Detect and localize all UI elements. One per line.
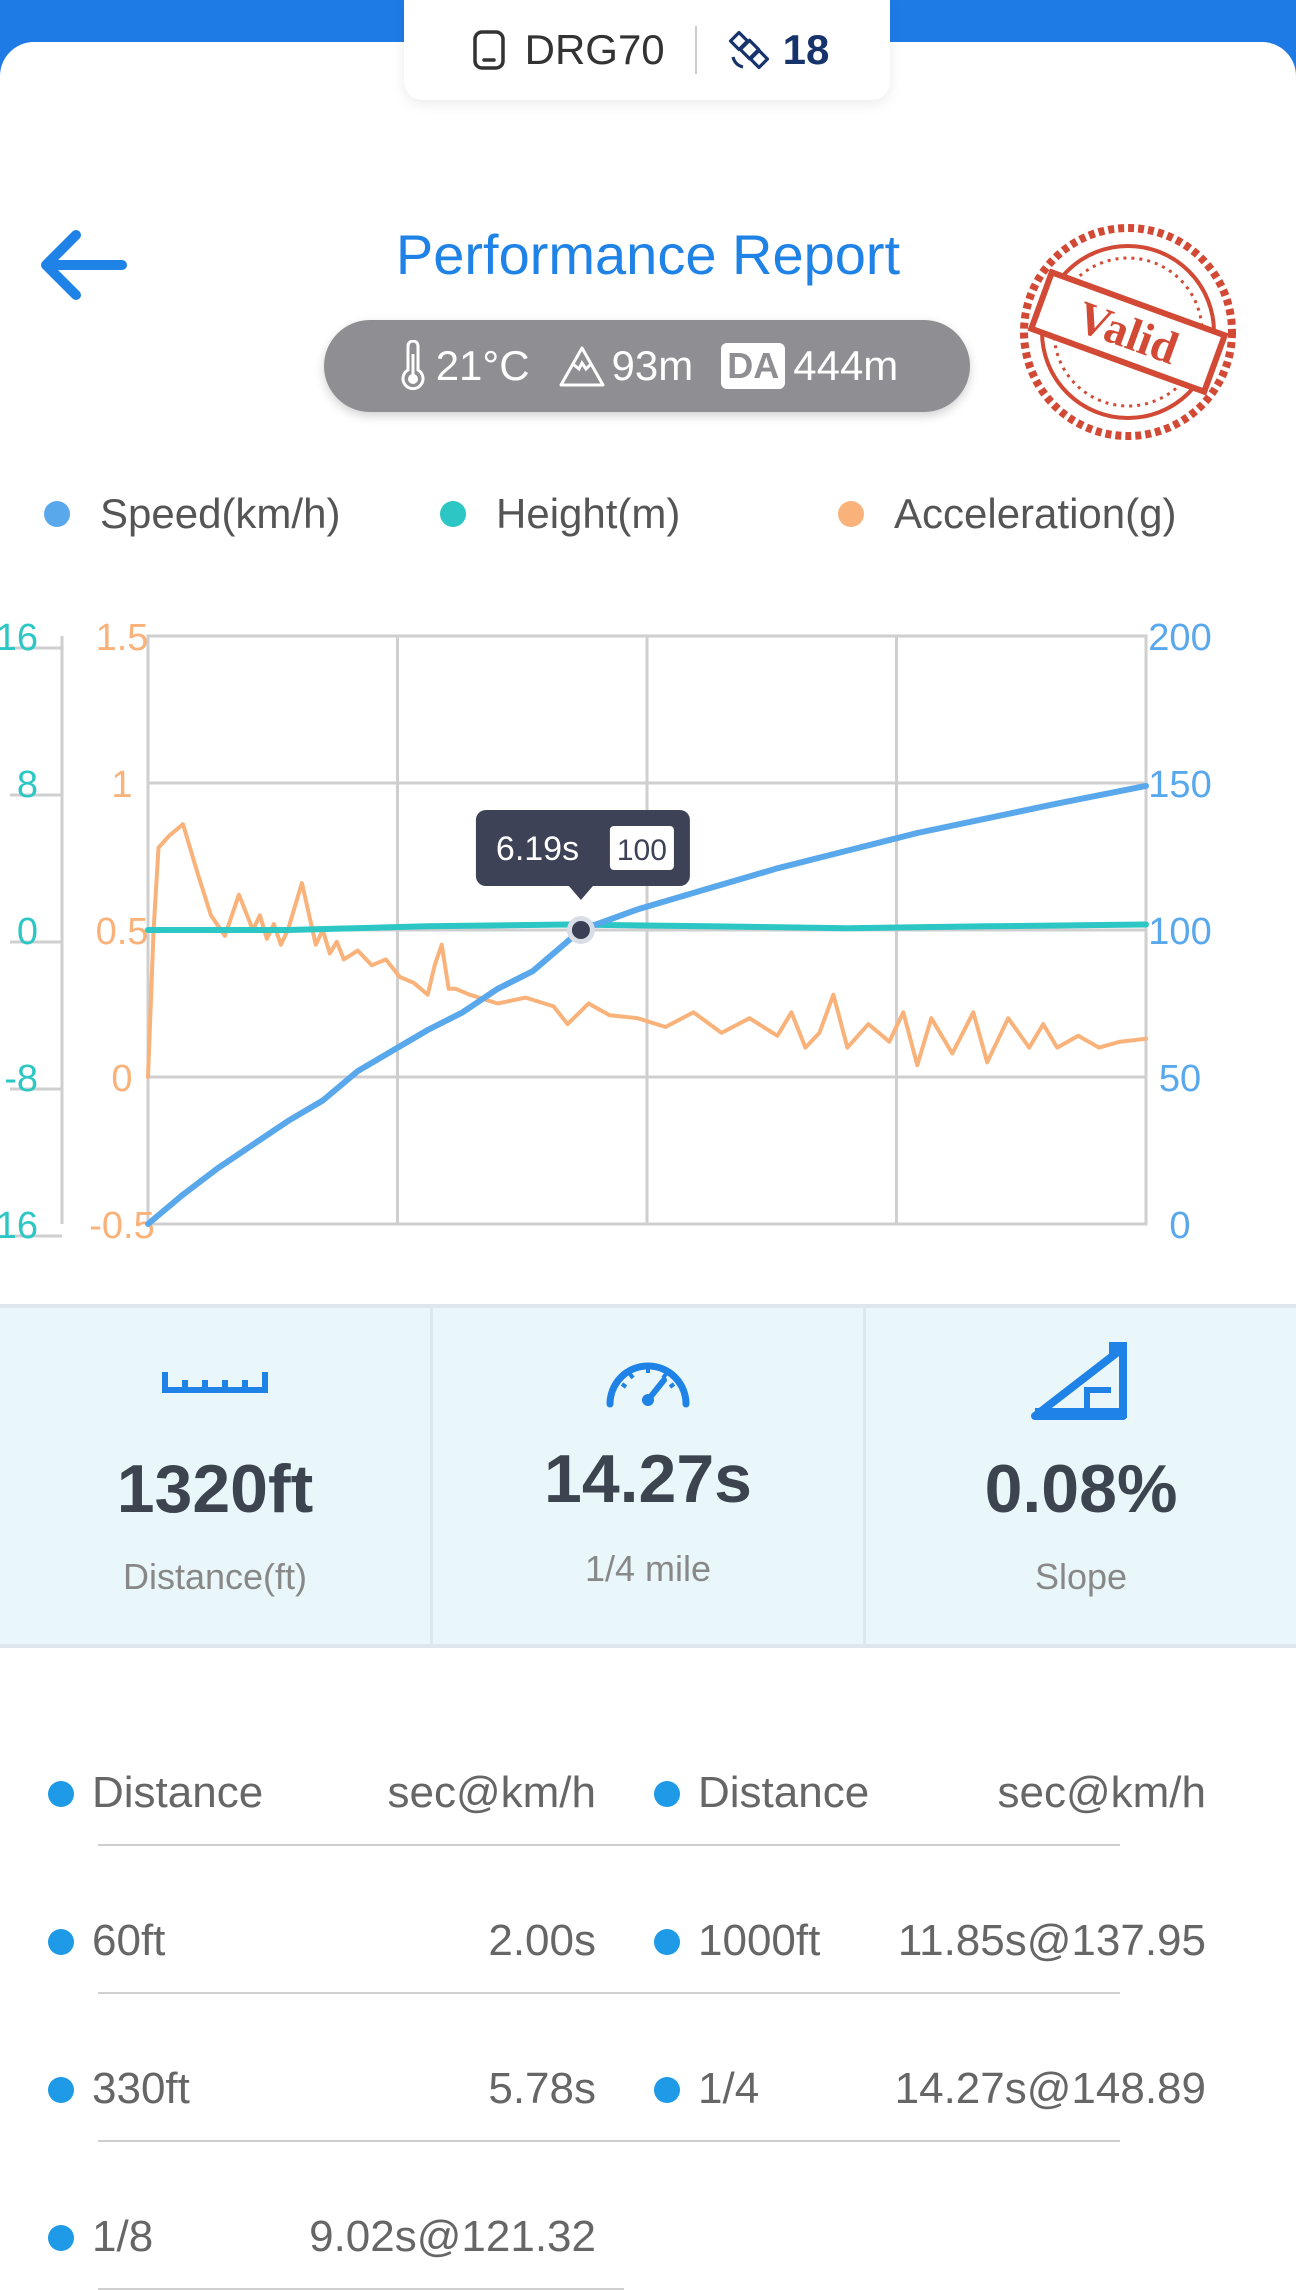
stat-quarter-mile: 14.27s 1/4 mile bbox=[430, 1308, 863, 1644]
split-value: 11.85s@137.95 bbox=[897, 1916, 1206, 1965]
tooltip-marker bbox=[571, 921, 590, 939]
speed-tick-label: 0 bbox=[1169, 1205, 1190, 1247]
split-label: 60ft bbox=[92, 1916, 166, 1965]
chart-legend: Speed(km/h) Height(m) Acceleration(g) bbox=[0, 490, 1296, 550]
legend-height[interactable]: Height(m) bbox=[440, 490, 680, 538]
legend-label-speed: Speed(km/h) bbox=[100, 490, 341, 537]
acceleration-tick-label: 0.5 bbox=[96, 911, 149, 953]
bullet-dot bbox=[48, 2077, 74, 2103]
bullet-dot bbox=[654, 2077, 680, 2103]
thermometer-icon bbox=[401, 340, 425, 391]
bullet-dot bbox=[48, 2225, 74, 2251]
row-divider bbox=[98, 1844, 1120, 1846]
back-arrow-icon[interactable] bbox=[30, 220, 140, 310]
speed-tick-label: 200 bbox=[1148, 617, 1211, 659]
legend-label-acceleration: Acceleration(g) bbox=[894, 490, 1177, 537]
acceleration-tick-label: 1.5 bbox=[96, 617, 149, 659]
legend-dot-acceleration bbox=[838, 501, 864, 527]
bullet-dot bbox=[654, 1929, 680, 1955]
slope-icon bbox=[1031, 1342, 1127, 1420]
split-value: 9.02s@121.32 bbox=[309, 2212, 596, 2261]
tooltip-pointer bbox=[568, 886, 593, 900]
stat-quarter-mile-label: 1/4 mile bbox=[584, 1548, 712, 1589]
performance-chart[interactable]: 16 8 0 -8 -16 1.5 1 0.5 0 -0.5 200 150 100 50 0 6.19s 10… bbox=[0, 580, 1296, 1260]
temperature: 21°C bbox=[396, 340, 530, 392]
device-icon bbox=[472, 30, 505, 70]
legend-dot-speed bbox=[44, 501, 70, 527]
split-value: 14.27s@148.89 bbox=[894, 2064, 1206, 2113]
split-value: 5.78s bbox=[488, 2064, 596, 2113]
acceleration-tick-label: 0 bbox=[111, 1058, 132, 1100]
height-tick-label: 0 bbox=[17, 911, 38, 953]
header-right-label: Distance bbox=[698, 1768, 870, 1817]
split-label: 330ft bbox=[92, 2064, 190, 2113]
header-right-value: sec@km/h bbox=[997, 1768, 1206, 1817]
header-left-value: sec@km/h bbox=[387, 1768, 596, 1817]
splits-row: 1/8 9.02s@121.32 bbox=[0, 2198, 1296, 2278]
density-altitude-value: 444m bbox=[793, 342, 899, 389]
satellite-icon bbox=[728, 30, 769, 70]
stat-distance-label: Distance(ft) bbox=[122, 1556, 308, 1597]
stat-quarter-mile-value: 14.27s bbox=[544, 1441, 752, 1517]
ruler-icon bbox=[162, 1372, 268, 1393]
series-line-height bbox=[145, 921, 1149, 933]
stat-slope: 0.08% Slope bbox=[863, 1308, 1296, 1644]
satellite-count: 18 bbox=[782, 26, 830, 73]
bullet-dot bbox=[48, 1781, 74, 1807]
height-tick-label: 8 bbox=[17, 764, 38, 806]
height-tick-label: -16 bbox=[0, 1205, 38, 1247]
altitude: 93m bbox=[558, 342, 694, 390]
speed-tick-label: 50 bbox=[1159, 1058, 1201, 1100]
split-label: 1/8 bbox=[92, 2212, 154, 2261]
da-badge: DA bbox=[721, 343, 786, 389]
height-tick-label: -8 bbox=[4, 1058, 38, 1100]
stat-slope-label: Slope bbox=[1034, 1556, 1128, 1597]
legend-acceleration[interactable]: Acceleration(g) bbox=[838, 490, 1176, 538]
row-divider bbox=[98, 1992, 1120, 1994]
splits-header-row: Distance sec@km/h Distance sec@km/h bbox=[0, 1754, 1296, 1834]
acceleration-tick-label: -0.5 bbox=[89, 1205, 154, 1247]
valid-stamp: Valid bbox=[1020, 224, 1236, 440]
split-value: 2.00s bbox=[488, 1916, 596, 1965]
row-divider bbox=[98, 2140, 1120, 2142]
stat-distance: 1320ft Distance(ft) bbox=[0, 1308, 430, 1644]
conditions-pill: 21°C 93m DA 444m bbox=[324, 320, 970, 412]
density-altitude: DA 444m bbox=[721, 342, 898, 390]
speed-tick-label: 100 bbox=[1148, 911, 1211, 953]
stats-panel: 1320ft Distance(ft) 14.27s 1/4 mile 0.08… bbox=[0, 1304, 1296, 1648]
series-line-speed bbox=[145, 782, 1149, 1227]
divider bbox=[694, 26, 697, 74]
altitude-value: 93m bbox=[611, 342, 694, 389]
acceleration-tick-label: 1 bbox=[111, 764, 132, 806]
bullet-dot bbox=[48, 1929, 74, 1955]
legend-label-height: Height(m) bbox=[496, 490, 681, 537]
page-title: Performance Report bbox=[395, 223, 901, 286]
bullet-dot bbox=[654, 1781, 680, 1807]
legend-dot-height bbox=[440, 501, 466, 527]
splits-row: 330ft 5.78s 1/4 14.27s@148.89 bbox=[0, 2050, 1296, 2130]
mountain-icon bbox=[559, 346, 605, 387]
device-name: DRG70 bbox=[524, 26, 665, 73]
device-pill[interactable]: DRG70 18 bbox=[404, 0, 890, 100]
row-divider bbox=[98, 2288, 624, 2290]
split-label: 1/4 bbox=[698, 2064, 760, 2113]
tooltip-time: 6.19s bbox=[496, 830, 579, 868]
tooltip-speed-badge bbox=[609, 826, 674, 870]
split-label: 1000ft bbox=[698, 1916, 821, 1965]
speed-tick-label: 150 bbox=[1148, 764, 1211, 806]
tooltip-speed: 100 bbox=[617, 834, 667, 867]
stat-slope-value: 0.08% bbox=[984, 1451, 1178, 1527]
temperature-value: 21°C bbox=[435, 342, 530, 389]
height-tick-label: 16 bbox=[0, 617, 38, 659]
speedometer-icon bbox=[606, 1362, 690, 1408]
header-left-label: Distance bbox=[92, 1768, 264, 1817]
stat-distance-value: 1320ft bbox=[116, 1451, 314, 1527]
splits-row: 60ft 2.00s 1000ft 11.85s@137.95 bbox=[0, 1902, 1296, 1982]
legend-speed[interactable]: Speed(km/h) bbox=[44, 490, 340, 538]
